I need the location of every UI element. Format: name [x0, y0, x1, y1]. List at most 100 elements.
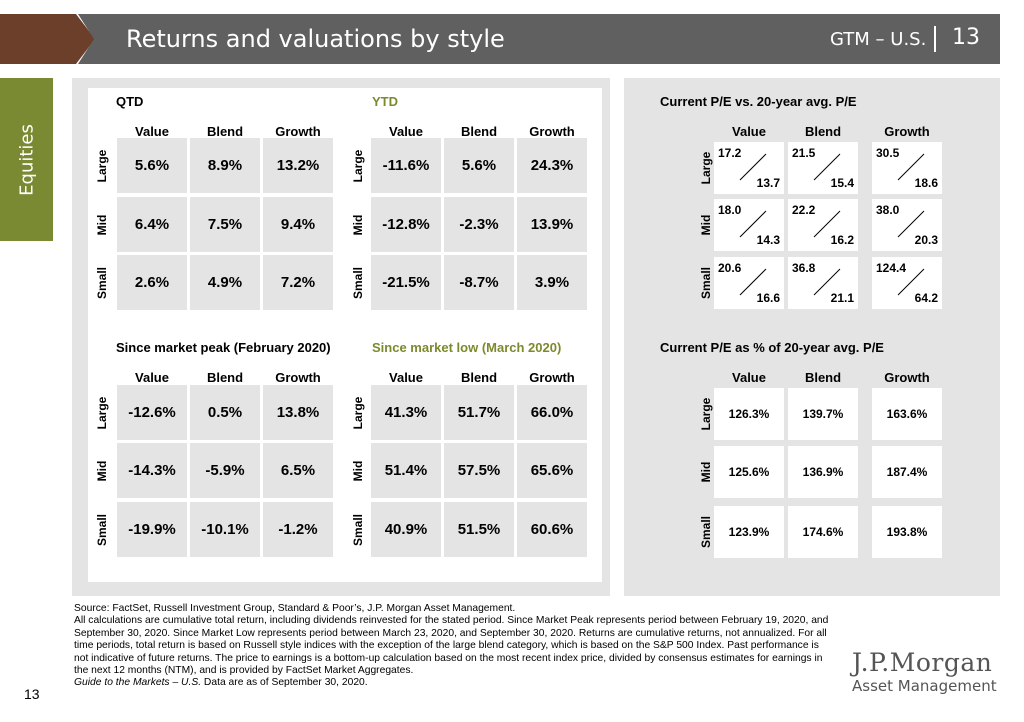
- pe-avg-value: 64.2: [914, 291, 938, 305]
- qtd-row-label-small: Small: [94, 253, 110, 313]
- pct-small-growth: 193.8%: [872, 506, 942, 558]
- source-note: Source: FactSet, Russell Investment Grou…: [74, 603, 516, 614]
- guide-title: Guide to the Markets – U.S.: [74, 677, 202, 689]
- pe-diagonal-divider: [813, 210, 841, 238]
- peak-mid-blend: -5.9%: [190, 443, 260, 498]
- pe-diagonal-divider: [739, 210, 767, 238]
- pct-col-header-value: Value: [732, 370, 766, 385]
- qtd-mid-value: 6.4%: [117, 197, 187, 252]
- peak-row-label-large: Large: [94, 383, 110, 443]
- pe-row-label-mid: Mid: [698, 195, 714, 255]
- pe-small-blend: 36.8 21.1: [788, 257, 858, 309]
- asof-date: Data are as of September 30, 2020.: [201, 677, 368, 689]
- pe-large-value: 17.2 13.7: [714, 142, 784, 194]
- pe-avg-value: 15.4: [830, 176, 854, 190]
- row-label-text: Mid: [351, 214, 365, 236]
- qtd-large-blend: 8.9%: [190, 138, 260, 193]
- peak-large-blend: 0.5%: [190, 385, 260, 440]
- peak-small-blend: -10.1%: [190, 502, 260, 557]
- pe-diagonal-divider: [897, 210, 925, 238]
- pe-current-value: 18.0: [718, 203, 742, 217]
- low-col-header-value: Value: [389, 370, 423, 385]
- pe-mid-value: 18.0 14.3: [714, 199, 784, 251]
- row-label-text: Mid: [699, 214, 713, 236]
- ytd-large-value: -11.6%: [371, 138, 441, 193]
- qtd-row-label-mid: Mid: [94, 195, 110, 255]
- peak-large-growth: 13.8%: [263, 385, 333, 440]
- pe-current-value: 124.4: [876, 261, 907, 275]
- low-mid-value: 51.4%: [371, 443, 441, 498]
- pe-avg-value: 20.3: [914, 233, 938, 247]
- ytd-row-label-small: Small: [350, 253, 366, 313]
- peak-col-header-value: Value: [135, 370, 169, 385]
- low-small-value: 40.9%: [371, 502, 441, 557]
- ytd-row-label-mid: Mid: [350, 195, 366, 255]
- qtd-col-header-growth: Growth: [275, 124, 321, 139]
- pe-current-value: 22.2: [792, 203, 816, 217]
- section-tab-equities: Equities: [0, 78, 53, 241]
- low-row-label-small: Small: [350, 500, 366, 560]
- row-label-text: Small: [351, 513, 365, 547]
- low-small-growth: 60.6%: [517, 502, 587, 557]
- row-label-text: Small: [351, 266, 365, 300]
- pct-mid-blend: 136.9%: [788, 446, 858, 498]
- pe-current-value: 36.8: [792, 261, 816, 275]
- pe-mid-blend: 22.2 16.2: [788, 199, 858, 251]
- low-title: Since market low (March 2020): [372, 340, 562, 355]
- row-label-text: Small: [95, 266, 109, 300]
- row-label-text: Large: [351, 149, 365, 183]
- pe-row-label-large: Large: [698, 138, 714, 198]
- pe-diagonal-divider: [813, 268, 841, 296]
- pe-current-value: 20.6: [718, 261, 742, 275]
- pe-diagonal-divider: [897, 153, 925, 181]
- low-mid-growth: 65.6%: [517, 443, 587, 498]
- asof-note: Guide to the Markets – U.S. Data are as …: [74, 677, 834, 689]
- ytd-col-header-growth: Growth: [529, 124, 575, 139]
- low-row-label-mid: Mid: [350, 441, 366, 501]
- peak-small-growth: -1.2%: [263, 502, 333, 557]
- row-label-text: Mid: [95, 214, 109, 236]
- low-small-blend: 51.5%: [444, 502, 514, 557]
- low-large-growth: 66.0%: [517, 385, 587, 440]
- pe-diagonal-divider: [813, 153, 841, 181]
- low-row-label-large: Large: [350, 383, 366, 443]
- ytd-row-label-large: Large: [350, 136, 366, 196]
- pct-row-label-small: Small: [698, 502, 714, 562]
- pe-mid-growth: 38.0 20.3: [872, 199, 942, 251]
- pe-diagonal-divider: [739, 153, 767, 181]
- methodology-note: All calculations are cumulative total re…: [74, 615, 829, 677]
- peak-mid-growth: 6.5%: [263, 443, 333, 498]
- pe-col-header-growth: Growth: [884, 124, 930, 139]
- ytd-col-header-value: Value: [389, 124, 423, 139]
- ytd-small-growth: 3.9%: [517, 255, 587, 310]
- peak-title: Since market peak (February 2020): [116, 340, 331, 355]
- low-large-value: 41.3%: [371, 385, 441, 440]
- pe-col-header-blend: Blend: [804, 124, 842, 139]
- pe-row-label-small: Small: [698, 253, 714, 313]
- row-label-text: Large: [95, 396, 109, 430]
- footer-page-number: 13: [24, 686, 40, 702]
- row-label-text: Large: [699, 151, 713, 185]
- row-label-text: Mid: [351, 460, 365, 482]
- row-label-text: Small: [699, 515, 713, 549]
- pe-avg-value: 14.3: [756, 233, 780, 247]
- row-label-text: Mid: [95, 460, 109, 482]
- header-bar: Returns and valuations by style GTM – U.…: [0, 14, 1000, 64]
- low-col-header-blend: Blend: [460, 370, 498, 385]
- pe-large-blend: 21.5 15.4: [788, 142, 858, 194]
- jpmorgan-logo: J.P.Morgan Asset Management: [852, 648, 1002, 695]
- peak-col-header-growth: Growth: [275, 370, 321, 385]
- pe-diagonal-divider: [897, 268, 925, 296]
- pe-diagonal-divider: [739, 268, 767, 296]
- qtd-mid-blend: 7.5%: [190, 197, 260, 252]
- pct-mid-value: 125.6%: [714, 446, 784, 498]
- row-label-text: Small: [95, 513, 109, 547]
- qtd-small-blend: 4.9%: [190, 255, 260, 310]
- pct-mid-growth: 187.4%: [872, 446, 942, 498]
- row-label-text: Large: [699, 397, 713, 431]
- pct-col-header-growth: Growth: [884, 370, 930, 385]
- title-bar: [78, 14, 1000, 64]
- row-label-text: Large: [351, 396, 365, 430]
- ytd-large-growth: 24.3%: [517, 138, 587, 193]
- pe-avg-value: 13.7: [756, 176, 780, 190]
